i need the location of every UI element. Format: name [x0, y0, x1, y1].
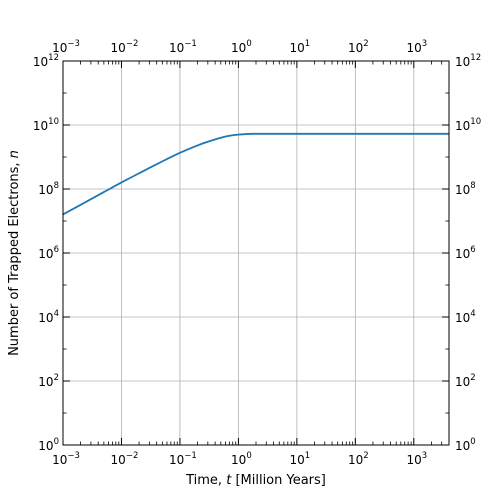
y-tick-label-right: 104: [455, 309, 476, 325]
y-tick-label-left: 106: [38, 245, 59, 261]
tick-exponent: 2: [363, 451, 368, 461]
tick-exponent: 0: [54, 437, 59, 447]
tick-base: 10: [169, 41, 184, 55]
tick-base: 10: [455, 119, 470, 133]
tick-base: 10: [38, 183, 53, 197]
tick-base: 10: [455, 55, 470, 69]
tick-exponent: −1: [184, 39, 197, 49]
y-tick-label-right: 106: [455, 245, 476, 261]
tick-base: 10: [455, 247, 470, 261]
x-tick-label-top: 102: [348, 39, 369, 55]
tick-exponent: 0: [470, 437, 475, 447]
tick-base: 10: [348, 41, 363, 55]
tick-base: 10: [38, 247, 53, 261]
tick-exponent: 3: [422, 451, 427, 461]
tick-exponent: 8: [54, 181, 59, 191]
tick-exponent: 2: [470, 373, 475, 383]
tick-base: 10: [231, 41, 246, 55]
tick-base: 10: [455, 311, 470, 325]
x-tick-label-bottom: 10−3: [52, 451, 80, 467]
tick-exponent: 12: [48, 53, 59, 63]
tick-exponent: −3: [67, 39, 80, 49]
tick-base: 10: [348, 453, 363, 467]
tick-base: 10: [33, 55, 48, 69]
grid: [63, 61, 449, 445]
x-tick-label-bottom: 10−1: [169, 451, 197, 467]
tick-exponent: −3: [67, 451, 80, 461]
tick-exponent: −2: [126, 451, 139, 461]
tick-base: 10: [455, 439, 470, 453]
y-tick-label-left: 100: [38, 437, 59, 453]
tick-exponent: 2: [54, 373, 59, 383]
tick-exponent: 1: [305, 39, 310, 49]
tick-exponent: 6: [470, 245, 475, 255]
tick-base: 10: [33, 119, 48, 133]
series-layer: [63, 134, 449, 215]
tick-base: 10: [38, 311, 53, 325]
tick-base: 10: [169, 453, 184, 467]
y-tick-label-right: 100: [455, 437, 476, 453]
tick-exponent: 3: [422, 39, 427, 49]
tick-base: 10: [455, 375, 470, 389]
y-tick-label-left: 1012: [33, 53, 59, 69]
y-tick-label-right: 1010: [455, 117, 481, 133]
x-tick-label-top: 101: [290, 39, 311, 55]
tick-base: 10: [406, 453, 421, 467]
tick-exponent: 2: [363, 39, 368, 49]
tick-exponent: 1: [305, 451, 310, 461]
tick-exponent: 0: [246, 451, 251, 461]
y-tick-label-left: 102: [38, 373, 59, 389]
tick-exponent: 6: [54, 245, 59, 255]
y-tick-label-left: 1010: [33, 117, 59, 133]
tick-base: 10: [290, 453, 305, 467]
y-tick-label-right: 1012: [455, 53, 481, 69]
tick-base: 10: [38, 375, 53, 389]
x-tick-label-bottom: 103: [406, 451, 427, 467]
x-axis-title: Time, t [Million Years]: [185, 473, 326, 488]
y-tick-label-right: 102: [455, 373, 476, 389]
tick-base: 10: [111, 41, 126, 55]
tick-base: 10: [111, 453, 126, 467]
tick-exponent: 0: [246, 39, 251, 49]
y-axis-title: Number of Trapped Electrons, n: [7, 150, 22, 356]
tick-exponent: 4: [54, 309, 59, 319]
y-tick-label-right: 108: [455, 181, 476, 197]
x-tick-label-top: 10−1: [169, 39, 197, 55]
tick-exponent: 12: [470, 53, 481, 63]
tick-exponent: 8: [470, 181, 475, 191]
tick-exponent: 4: [470, 309, 475, 319]
tick-base: 10: [455, 183, 470, 197]
series-line-0: [63, 134, 449, 215]
tick-base: 10: [38, 439, 53, 453]
tick-exponent: 10: [470, 117, 481, 127]
x-tick-label-bottom: 100: [231, 451, 252, 467]
tick-exponent: 10: [48, 117, 59, 127]
x-tick-label-top: 100: [231, 39, 252, 55]
tick-base: 10: [52, 453, 67, 467]
x-tick-label-bottom: 101: [290, 451, 311, 467]
x-tick-label-top: 10−2: [111, 39, 139, 55]
tick-exponent: −2: [126, 39, 139, 49]
tick-base: 10: [290, 41, 305, 55]
tick-base: 10: [231, 453, 246, 467]
x-tick-label-bottom: 10−2: [111, 451, 139, 467]
y-tick-label-left: 104: [38, 309, 59, 325]
y-tick-label-left: 108: [38, 181, 59, 197]
x-tick-label-top: 103: [406, 39, 427, 55]
x-tick-label-bottom: 102: [348, 451, 369, 467]
tick-base: 10: [406, 41, 421, 55]
tick-exponent: −1: [184, 451, 197, 461]
